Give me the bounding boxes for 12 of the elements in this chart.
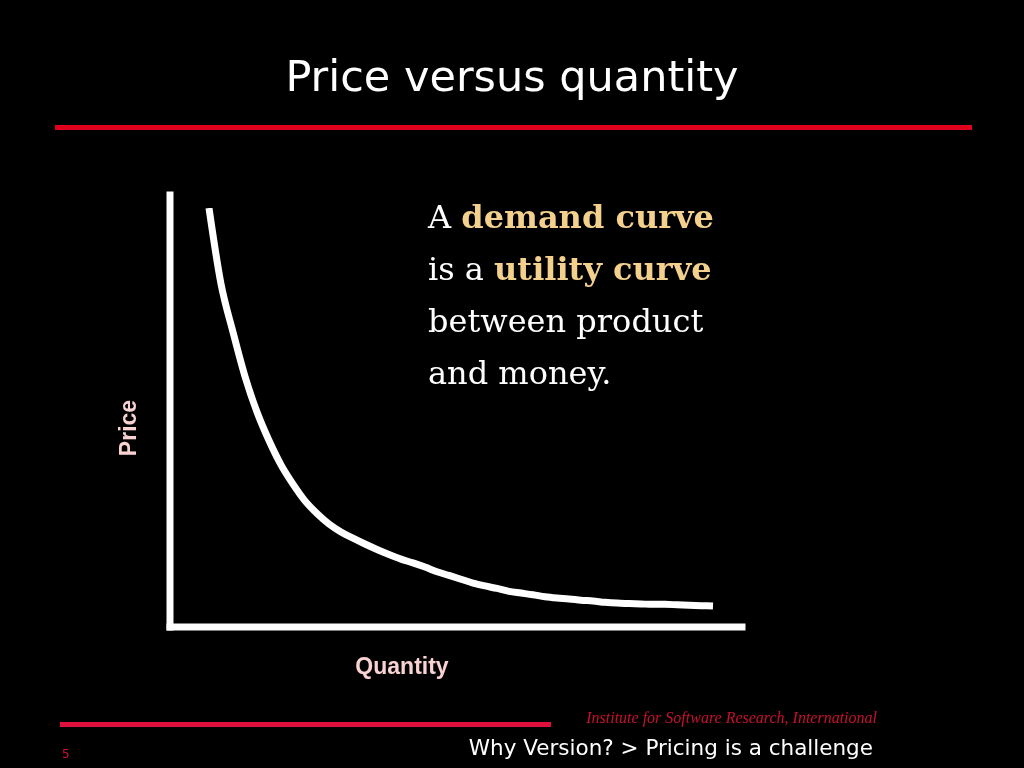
text: Why Version? > Pricing is a challenge — [468, 735, 873, 760]
x-axis-title: Quantity — [355, 653, 449, 679]
annotation: between product — [428, 302, 704, 340]
y-axis-title: Price — [115, 399, 141, 457]
text: 5 — [62, 747, 70, 761]
annotation: demand curve — [461, 198, 714, 236]
annotation: A — [428, 198, 452, 236]
annotation: utility curve — [494, 250, 712, 288]
annotation: is a — [428, 250, 484, 288]
annotation: and money. — [428, 354, 612, 392]
chart-title: Price versus quantity — [285, 51, 739, 101]
text: Institute for Software Research, International — [586, 709, 877, 726]
